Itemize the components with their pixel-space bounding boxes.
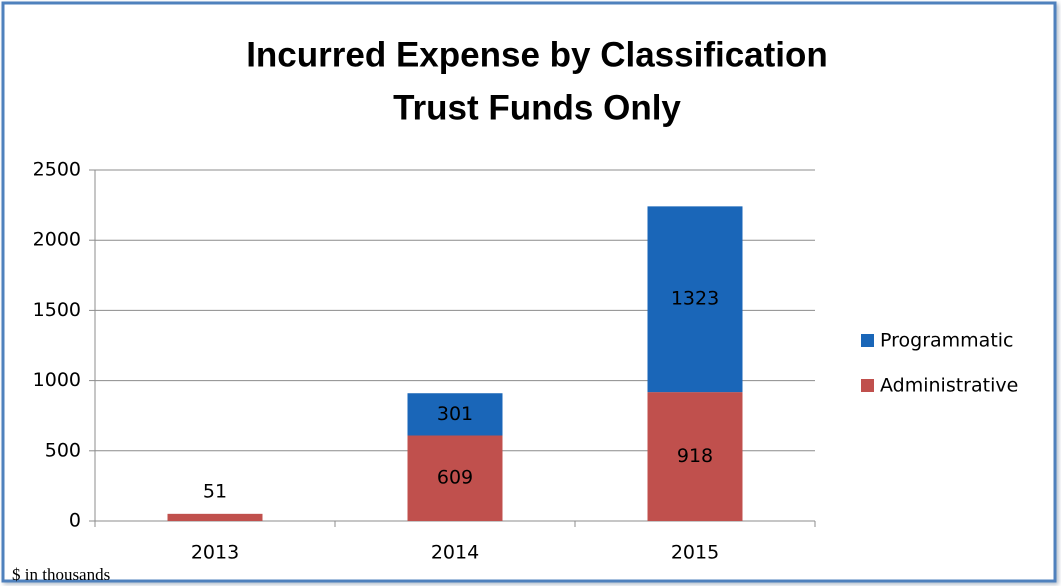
- legend-label: Administrative: [880, 375, 1018, 397]
- y-tick-label: 0: [69, 510, 81, 532]
- y-tick-label: 500: [45, 439, 81, 461]
- bar-segment: [407, 435, 503, 521]
- chart-subtitle: Trust Funds Only: [393, 88, 681, 127]
- footnote: $ in thousands: [12, 565, 110, 584]
- bar-segment: [407, 393, 503, 436]
- chart-title: Incurred Expense by Classification: [246, 35, 828, 74]
- y-tick-label: 1500: [33, 299, 81, 321]
- x-tick-label: 2015: [671, 542, 719, 564]
- legend-label: Programmatic: [880, 330, 1014, 352]
- bar-segment: [167, 513, 263, 521]
- data-label: 609: [437, 467, 473, 489]
- data-label: 301: [437, 403, 473, 425]
- x-tick-label: 2013: [191, 542, 239, 564]
- bar-segment: [647, 392, 743, 521]
- y-tick-label: 1000: [33, 369, 81, 391]
- bar-segment: [647, 206, 743, 393]
- data-label: 51: [203, 480, 227, 502]
- y-tick-label: 2000: [33, 229, 81, 251]
- x-tick-label: 2014: [431, 542, 479, 564]
- data-label: 1323: [671, 288, 719, 310]
- legend-swatch: [861, 334, 874, 347]
- data-label: 918: [677, 445, 713, 467]
- legend-swatch: [861, 379, 874, 392]
- y-tick-label: 2500: [33, 159, 81, 181]
